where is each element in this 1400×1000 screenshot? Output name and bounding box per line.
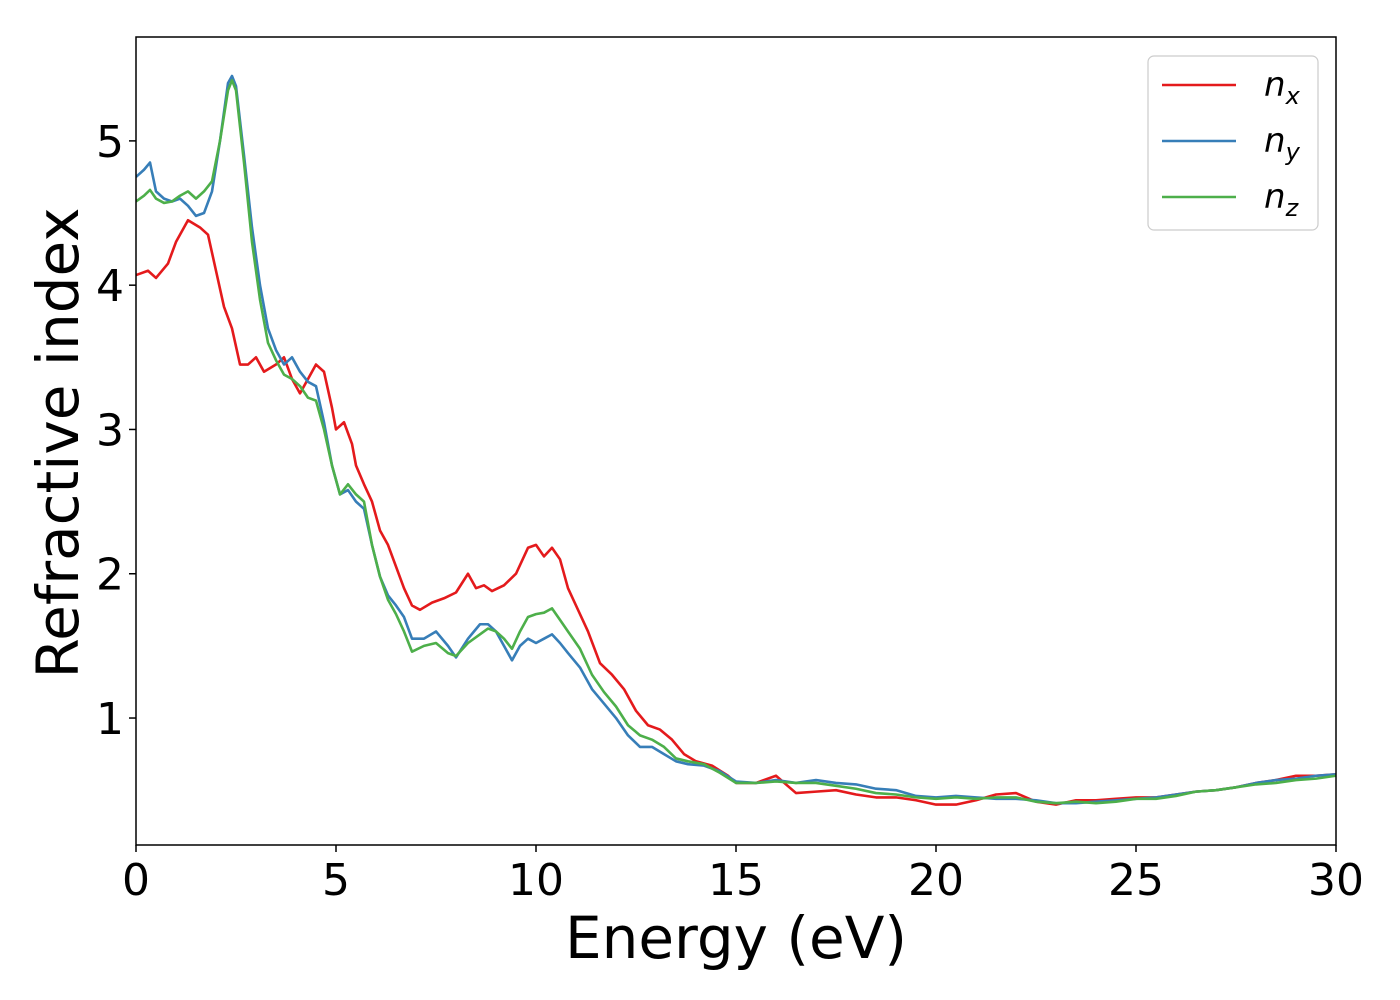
y-axis: 1 2 3 4 5 xyxy=(96,117,136,745)
legend: nx ny nz xyxy=(1147,55,1319,231)
x-tick-label: 20 xyxy=(908,855,964,906)
x-tick-label: 10 xyxy=(508,855,564,906)
series-line-ny xyxy=(136,74,1336,805)
x-axis-label: Energy (eV) xyxy=(565,904,907,972)
x-tick-label: 25 xyxy=(1108,855,1164,906)
x-tick-label: 15 xyxy=(708,855,764,906)
x-tick-label: 5 xyxy=(322,855,350,906)
series-line-nx xyxy=(136,218,1336,806)
legend-box xyxy=(1147,55,1319,231)
series-layer xyxy=(136,74,1336,806)
y-tick-label: 5 xyxy=(96,117,124,168)
x-tick-label: 0 xyxy=(122,855,150,906)
x-tick-label: 30 xyxy=(1308,855,1364,906)
x-axis: 0 5 10 15 20 25 30 xyxy=(122,845,1364,906)
series-line-nz xyxy=(136,78,1336,805)
legend-label-nz: nz xyxy=(1264,177,1300,222)
y-axis-label: Refractive index xyxy=(24,207,92,678)
legend-label-ny: ny xyxy=(1264,121,1301,166)
y-tick-label: 2 xyxy=(96,550,124,601)
y-tick-label: 1 xyxy=(96,694,124,745)
legend-label-nx: nx xyxy=(1264,65,1301,110)
y-tick-label: 4 xyxy=(96,261,124,312)
y-tick-label: 3 xyxy=(96,405,124,456)
